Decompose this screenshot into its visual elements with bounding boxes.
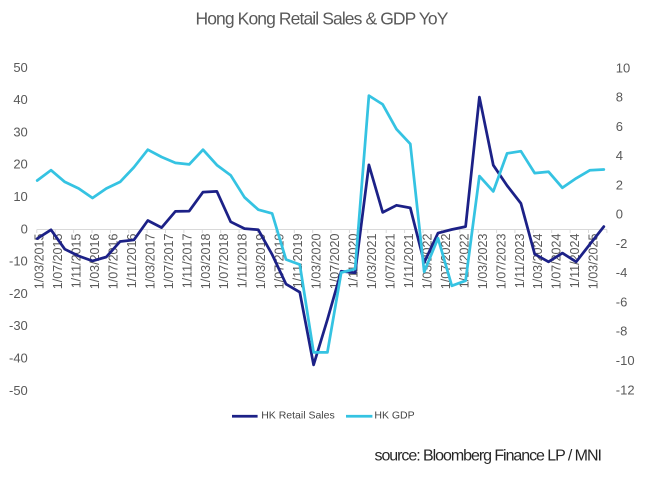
svg-text:1/11/2021: 1/11/2021 (402, 234, 416, 289)
svg-text:10: 10 (616, 60, 630, 75)
svg-text:10: 10 (13, 189, 27, 204)
svg-text:1/03/2015: 1/03/2015 (33, 234, 47, 290)
svg-text:20: 20 (13, 157, 27, 172)
svg-text:1/03/2023: 1/03/2023 (476, 234, 490, 290)
svg-text:4: 4 (616, 148, 623, 163)
svg-text:Hong Kong Retail Sales & GDP Y: Hong Kong Retail Sales & GDP YoY (195, 9, 448, 29)
svg-text:1/03/2017: 1/03/2017 (143, 234, 157, 290)
svg-text:1/11/2017: 1/11/2017 (180, 234, 194, 289)
svg-text:-30: -30 (9, 318, 28, 333)
svg-text:1/03/2025: 1/03/2025 (587, 234, 601, 290)
svg-text:-10: -10 (9, 254, 28, 269)
svg-text:-4: -4 (616, 265, 628, 280)
svg-text:1/11/2016: 1/11/2016 (125, 234, 139, 289)
svg-text:50: 50 (13, 60, 27, 75)
svg-text:-8: -8 (616, 324, 628, 339)
svg-text:-12: -12 (616, 382, 635, 397)
svg-text:1/07/2016: 1/07/2016 (106, 234, 120, 290)
svg-text:-20: -20 (9, 286, 28, 301)
svg-text:1/11/2018: 1/11/2018 (236, 234, 250, 289)
svg-text:HK GDP: HK GDP (374, 409, 414, 421)
svg-text:1/03/2019: 1/03/2019 (254, 234, 268, 290)
svg-text:1/07/2023: 1/07/2023 (494, 234, 508, 290)
svg-text:6: 6 (616, 119, 623, 134)
svg-text:source: Bloomberg Finance LP /: source: Bloomberg Finance LP / MNI (375, 448, 601, 465)
svg-text:-2: -2 (616, 236, 628, 251)
svg-text:1/03/2020: 1/03/2020 (310, 234, 324, 290)
svg-text:-40: -40 (9, 351, 28, 366)
svg-text:-6: -6 (616, 295, 628, 310)
svg-text:8: 8 (616, 90, 623, 105)
svg-text:1/07/2017: 1/07/2017 (162, 234, 176, 290)
svg-text:40: 40 (13, 92, 27, 107)
svg-text:0: 0 (21, 221, 28, 236)
svg-text:1/07/2018: 1/07/2018 (217, 234, 231, 290)
svg-text:1/11/2022: 1/11/2022 (457, 234, 471, 289)
svg-text:1/03/2024: 1/03/2024 (531, 234, 545, 290)
svg-text:1/07/2020: 1/07/2020 (328, 234, 342, 290)
svg-text:1/07/2015: 1/07/2015 (51, 234, 65, 290)
svg-text:2: 2 (616, 177, 623, 192)
svg-text:30: 30 (13, 124, 27, 139)
svg-text:HK Retail Sales: HK Retail Sales (261, 409, 335, 421)
svg-text:1/11/2023: 1/11/2023 (513, 234, 527, 289)
svg-text:-50: -50 (9, 383, 28, 398)
svg-text:0: 0 (616, 207, 623, 222)
svg-text:1/07/2021: 1/07/2021 (384, 234, 398, 290)
svg-text:-10: -10 (616, 353, 635, 368)
svg-text:1/11/2015: 1/11/2015 (70, 234, 84, 289)
svg-text:1/03/2021: 1/03/2021 (365, 234, 379, 290)
svg-text:1/03/2018: 1/03/2018 (199, 234, 213, 290)
svg-text:1/07/2024: 1/07/2024 (550, 234, 564, 290)
